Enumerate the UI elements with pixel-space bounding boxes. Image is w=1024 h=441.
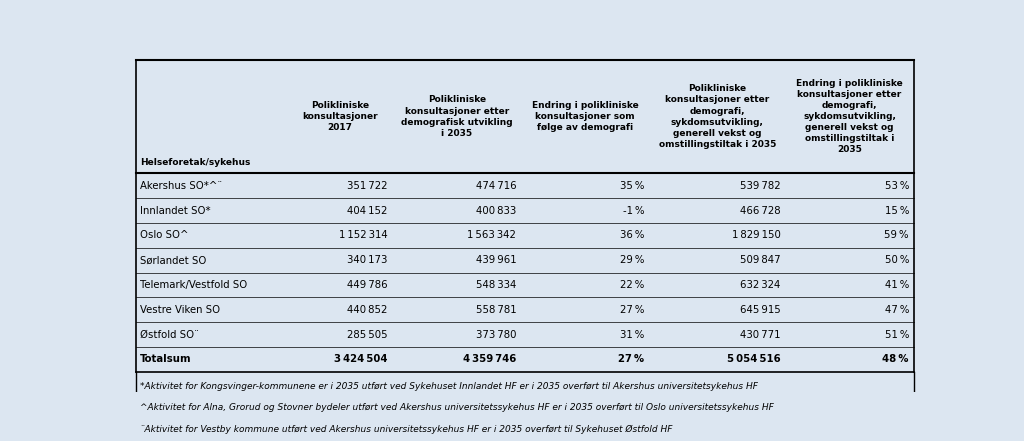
Text: Telemark/Vestfold SO: Telemark/Vestfold SO (140, 280, 247, 290)
Bar (136, 198, 913, 223)
Text: 1 563 342: 1 563 342 (467, 231, 516, 240)
Text: 27 %: 27 % (618, 355, 644, 364)
Text: Akershus SO*^¨: Akershus SO*^¨ (140, 181, 222, 191)
Text: 35 %: 35 % (621, 181, 644, 191)
Text: 29 %: 29 % (621, 255, 644, 265)
Text: 31 %: 31 % (621, 329, 644, 340)
Text: 47 %: 47 % (885, 305, 909, 315)
Text: 4 359 746: 4 359 746 (463, 355, 516, 364)
Text: 558 781: 558 781 (475, 305, 516, 315)
Text: Sørlandet SO: Sørlandet SO (140, 255, 206, 265)
Text: 50 %: 50 % (885, 255, 909, 265)
Text: 400 833: 400 833 (476, 206, 516, 216)
Bar (136, 223, 913, 248)
Text: 439 961: 439 961 (475, 255, 516, 265)
Text: 27 %: 27 % (621, 305, 644, 315)
Text: 22 %: 22 % (621, 280, 644, 290)
Text: 632 324: 632 324 (740, 280, 780, 290)
Text: 548 334: 548 334 (476, 280, 516, 290)
Text: Endring i polikliniske
konsultasjoner etter
demografi,
sykdomsutvikling,
generel: Endring i polikliniske konsultasjoner et… (796, 79, 903, 154)
Text: 474 716: 474 716 (475, 181, 516, 191)
Text: 1 829 150: 1 829 150 (732, 231, 780, 240)
Text: Endring i polikliniske
konsultasjoner som
følge av demografi: Endring i polikliniske konsultasjoner so… (531, 101, 638, 132)
Text: 449 786: 449 786 (347, 280, 388, 290)
Text: ¨Aktivitet for Vestby kommune utført ved Akershus universitetssykehus HF er i 20: ¨Aktivitet for Vestby kommune utført ved… (140, 425, 673, 434)
Text: Polikliniske
konsultasjoner etter
demografi,
sykdomsutvikling,
generell vekst og: Polikliniske konsultasjoner etter demogr… (658, 84, 776, 149)
Text: 15 %: 15 % (885, 206, 909, 216)
Bar (136, 372, 913, 439)
Text: 351 722: 351 722 (347, 181, 388, 191)
Text: 430 771: 430 771 (740, 329, 780, 340)
Text: *Aktivitet for Kongsvinger-kommunene er i 2035 utført ved Sykehuset Innlandet HF: *Aktivitet for Kongsvinger-kommunene er … (140, 382, 758, 391)
Bar (136, 273, 913, 297)
Text: 1 152 314: 1 152 314 (339, 231, 388, 240)
Text: 285 505: 285 505 (347, 329, 388, 340)
Text: Polikliniske
konsultasjoner
2017: Polikliniske konsultasjoner 2017 (302, 101, 378, 132)
Text: 53 %: 53 % (885, 181, 909, 191)
Text: ^Aktivitet for Alna, Grorud og Stovner bydeler utført ved Akershus universitetss: ^Aktivitet for Alna, Grorud og Stovner b… (140, 404, 774, 412)
Text: Polikliniske
konsultasjoner etter
demografisk utvikling
i 2035: Polikliniske konsultasjoner etter demogr… (401, 95, 513, 138)
Text: 3 424 504: 3 424 504 (334, 355, 388, 364)
Text: -1 %: -1 % (623, 206, 644, 216)
Text: 539 782: 539 782 (740, 181, 780, 191)
Text: 645 915: 645 915 (739, 305, 780, 315)
Text: 509 847: 509 847 (740, 255, 780, 265)
Text: 5 054 516: 5 054 516 (727, 355, 780, 364)
Text: 404 152: 404 152 (347, 206, 388, 216)
Text: 36 %: 36 % (621, 231, 644, 240)
Text: 41 %: 41 % (885, 280, 909, 290)
Text: 440 852: 440 852 (347, 305, 388, 315)
Text: 51 %: 51 % (885, 329, 909, 340)
Bar (136, 297, 913, 322)
Text: 340 173: 340 173 (347, 255, 388, 265)
Text: Oslo SO^: Oslo SO^ (140, 231, 188, 240)
Bar (136, 248, 913, 273)
Text: Vestre Viken SO: Vestre Viken SO (140, 305, 220, 315)
Text: Totalsum: Totalsum (140, 355, 191, 364)
Bar (136, 322, 913, 347)
Text: 48 %: 48 % (883, 355, 909, 364)
Text: 373 780: 373 780 (476, 329, 516, 340)
Bar (136, 347, 913, 372)
Text: Innlandet SO*: Innlandet SO* (140, 206, 211, 216)
Text: Østfold SO¨: Østfold SO¨ (140, 329, 199, 340)
Bar (136, 173, 913, 198)
Bar (136, 60, 913, 173)
Text: Helseforetak/sykehus: Helseforetak/sykehus (140, 158, 250, 167)
Text: 466 728: 466 728 (740, 206, 780, 216)
Text: 59 %: 59 % (885, 231, 909, 240)
